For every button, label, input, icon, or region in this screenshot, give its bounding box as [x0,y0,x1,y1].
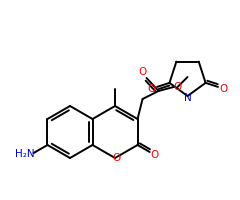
Text: O: O [138,67,147,77]
Text: O: O [220,84,228,94]
Text: O: O [174,82,182,92]
Text: O: O [147,84,156,94]
Text: H₂N: H₂N [15,149,34,159]
Text: N: N [184,93,192,103]
Text: O: O [112,153,120,163]
Text: O: O [150,150,158,160]
